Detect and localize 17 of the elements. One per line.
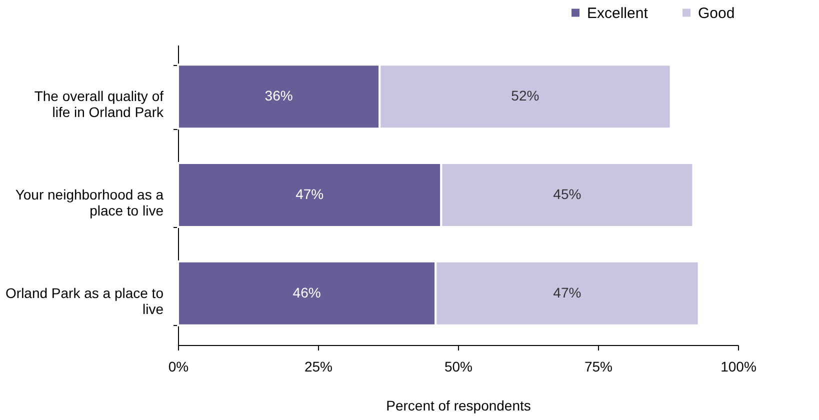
x-tick-label: 100% [720, 358, 756, 374]
data-label: 45% [553, 186, 582, 202]
data-label: 36% [264, 88, 293, 104]
data-label: 47% [296, 186, 324, 202]
legend-label: Excellent [587, 4, 649, 22]
y-tick-label: The overall quality of life in Orland Park [34, 88, 164, 120]
x-tick-label: 50% [444, 358, 473, 374]
x-tick-label: 75% [584, 358, 613, 374]
x-axis-title: Percent of respondents [386, 398, 531, 414]
legend-label: Good [698, 4, 735, 22]
x-tick-label: 25% [304, 358, 333, 374]
x-tick-label: 0% [168, 358, 189, 374]
data-label: 52% [511, 88, 540, 104]
data-label: 46% [292, 284, 321, 300]
data-label: 47% [553, 284, 582, 300]
y-tick-label: Your neighborhood as a place to live [15, 186, 164, 218]
y-tick-label: Orland Park as a place to live [6, 284, 164, 317]
